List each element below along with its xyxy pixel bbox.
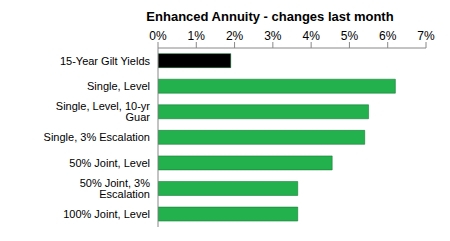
svg-text:Single, Level: Single, Level xyxy=(87,80,150,92)
svg-text:5%: 5% xyxy=(341,29,359,43)
svg-text:Single, 3% Escalation: Single, 3% Escalation xyxy=(44,131,150,143)
html-text:Enhanced Annuity - changes las: Enhanced Annuity - changes last month xyxy=(146,9,394,24)
svg-text:1%: 1% xyxy=(188,29,206,43)
svg-text:50% Joint, Level: 50% Joint, Level xyxy=(69,157,150,169)
svg-text:0%: 0% xyxy=(149,29,167,43)
svg-text:15-Year Gilt Yields: 15-Year Gilt Yields xyxy=(60,55,151,67)
svg-text:6%: 6% xyxy=(379,29,397,43)
svg-text:Single, Level, 10-yrGuar: Single, Level, 10-yrGuar xyxy=(56,100,150,123)
svg-text:7%: 7% xyxy=(417,29,435,43)
svg-text:100% Joint, Level: 100% Joint, Level xyxy=(63,208,150,220)
svg-text:3%: 3% xyxy=(264,29,282,43)
svg-text:4%: 4% xyxy=(302,29,320,43)
svg-text:2%: 2% xyxy=(226,29,244,43)
svg-text:50% Joint, 3%Escalation: 50% Joint, 3%Escalation xyxy=(80,177,151,200)
